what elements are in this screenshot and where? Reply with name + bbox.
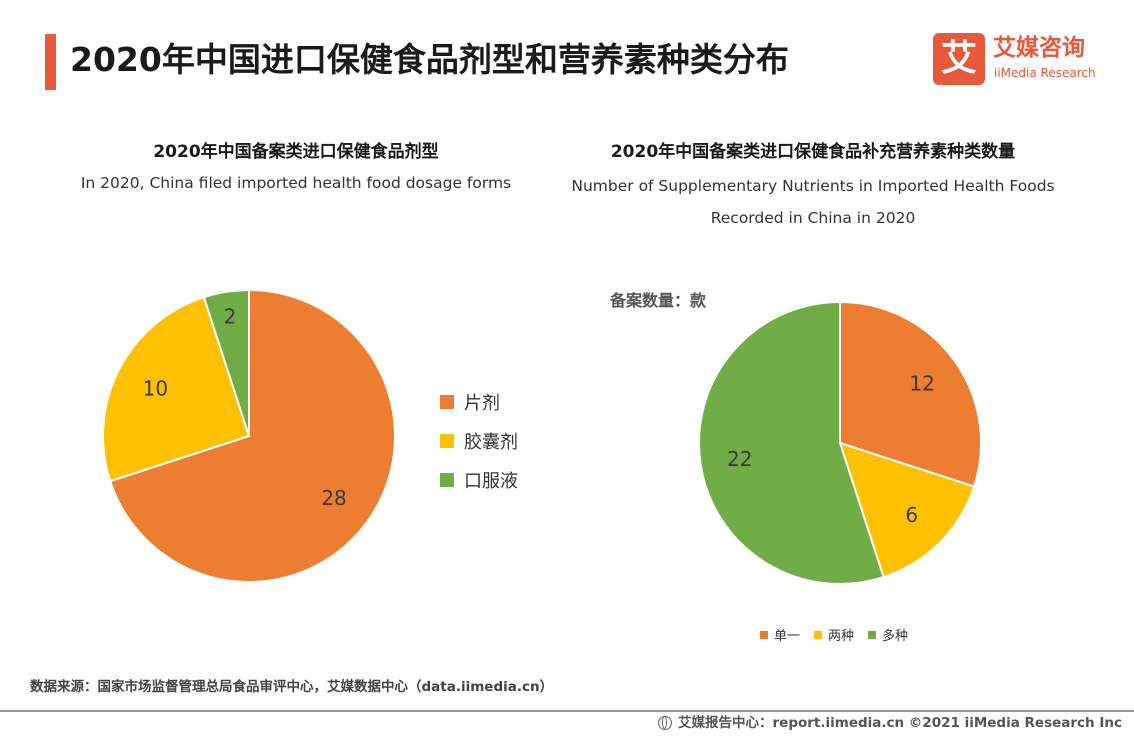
legend-label: 多种: [882, 629, 909, 644]
chart2-legend: 单一 两种 多种: [760, 625, 922, 644]
chart2-subtitle: Number of Supplementary Nutrients in Imp…: [571, 177, 1055, 227]
chart2-title: 2020年中国备案类进口保健食品补充营养素种类数量: [610, 142, 1016, 162]
chart1-slice-capsule: [102, 295, 251, 483]
legend-item-multiple: 多种: [868, 625, 908, 644]
footer-brand: 艾媒报告中心：report.iimedia.cn ©2021 iiMedia R…: [658, 712, 1122, 734]
footer-divider: [0, 710, 1134, 712]
title-accent-bar: [45, 34, 56, 90]
footer-brand-text: 艾媒报告中心：report.iimedia.cn ©2021 iiMedia R…: [678, 715, 1122, 731]
chart2-label-two: 6: [905, 503, 918, 527]
chart2-slice-single: [839, 300, 982, 488]
legend-label: 胶囊剂: [464, 431, 518, 453]
chart1-subtitle: In 2020, China filed imported health foo…: [80, 174, 512, 192]
chart1-title: 2020年中国备案类进口保健食品剂型: [153, 142, 439, 162]
legend-label: 两种: [828, 629, 855, 644]
chart1-label-tablet: 28: [321, 486, 346, 510]
chart1-slice-oral-liquid: [202, 288, 250, 437]
chart1-legend: 片剂 胶囊剂 口服液: [440, 382, 518, 499]
chart1-slice-tablet: [108, 288, 396, 583]
iimedia-logo-icon: 艾: [933, 33, 985, 85]
legend-swatch: [440, 472, 454, 487]
legend-item-capsule: 胶囊剂: [440, 421, 518, 460]
chart1-label-capsule: 10: [143, 376, 168, 400]
chart2-label-single: 12: [909, 371, 934, 395]
chart2-unit-label: 备案数量：款: [610, 291, 707, 310]
legend-swatch: [868, 630, 877, 639]
legend-label: 片剂: [464, 392, 500, 414]
legend-item-tablet: 片剂: [440, 382, 518, 421]
legend-swatch: [760, 630, 768, 639]
legend-item-oral-liquid: 口服液: [440, 460, 518, 499]
chart1-label-oral-liquid: 2: [224, 304, 237, 328]
legend-swatch: [814, 630, 823, 639]
chart2-slice-multiple: [698, 300, 885, 585]
iimedia-logo: 艾 艾媒咨询 iiMedia Research: [933, 33, 1113, 85]
legend-item-two: 两种: [814, 625, 854, 644]
data-source: 数据来源：国家市场监督管理总局食品审评中心，艾媒数据中心（data.iimedi…: [30, 679, 554, 695]
chart2-label-multiple: 22: [727, 447, 752, 471]
legend-swatch: [440, 394, 454, 409]
logo-name-cn: 艾媒咨询: [993, 35, 1085, 61]
legend-label: 口服液: [464, 470, 518, 492]
legend-label: 单一: [774, 629, 801, 644]
globe-icon: [658, 716, 672, 730]
page-title: 2020年中国进口保健食品剂型和营养素种类分布: [70, 40, 789, 79]
logo-name-en: iiMedia Research: [994, 66, 1096, 80]
legend-swatch: [440, 433, 454, 448]
legend-item-single: 单一: [760, 625, 800, 644]
